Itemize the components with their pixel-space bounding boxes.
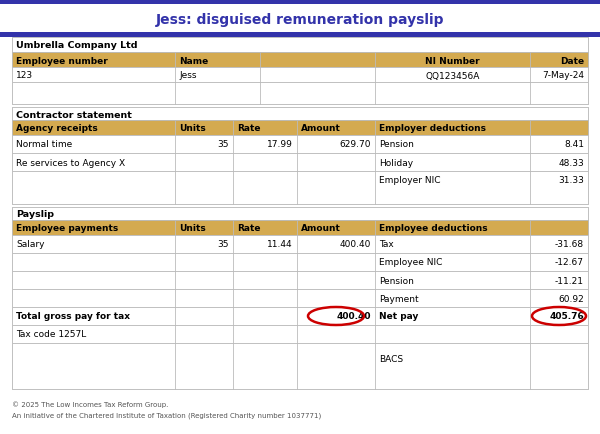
Text: Employer NIC: Employer NIC [379,176,440,185]
Bar [12,171,588,204]
Text: -31.68: -31.68 [555,240,584,249]
Bar [12,271,588,289]
Bar [12,289,588,307]
Text: Employee deductions: Employee deductions [379,224,488,233]
Text: 11.44: 11.44 [268,240,293,249]
Text: Holiday: Holiday [379,158,413,167]
Text: © 2025 The Low Incomes Tax Reform Group.: © 2025 The Low Incomes Tax Reform Group. [12,401,169,408]
Bar [12,220,588,236]
Bar [12,307,588,325]
Text: Agency receipts: Agency receipts [16,124,98,133]
Text: Pension: Pension [379,276,414,285]
Bar [12,83,588,105]
Text: Payslip: Payslip [16,210,54,219]
Bar [12,207,588,220]
Text: 35: 35 [218,140,229,149]
Text: Employee payments: Employee payments [16,224,118,233]
Text: 31.33: 31.33 [558,176,584,185]
Text: Total gross pay for tax: Total gross pay for tax [16,312,130,321]
Bar [12,68,588,83]
Text: Net pay: Net pay [379,312,418,321]
Text: Units: Units [179,124,206,133]
Text: 7-May-24: 7-May-24 [542,71,584,80]
Bar [12,253,588,271]
Text: 629.70: 629.70 [340,140,371,149]
Bar [12,136,588,154]
Text: Employee number: Employee number [16,56,108,66]
Text: 400.40: 400.40 [337,312,371,321]
Bar [12,108,588,121]
Text: Employer deductions: Employer deductions [379,124,486,133]
Text: Pension: Pension [379,140,414,149]
Text: An initiative of the Chartered Institute of Taxation (Registered Charity number : An initiative of the Chartered Institute… [12,412,321,418]
Text: Tax: Tax [379,240,394,249]
Bar [12,108,588,204]
Text: Re services to Agency X: Re services to Agency X [16,158,125,167]
Text: Tax code 1257L: Tax code 1257L [16,330,86,339]
Text: Payment: Payment [379,294,419,303]
Text: -11.21: -11.21 [555,276,584,285]
Bar [12,38,588,53]
Bar [0,33,600,38]
Text: Rate: Rate [237,124,260,133]
Text: -12.67: -12.67 [555,258,584,267]
Bar [12,325,588,343]
Bar [12,121,588,136]
Text: 123: 123 [16,71,33,80]
Text: Normal time: Normal time [16,140,72,149]
Text: 60.92: 60.92 [558,294,584,303]
Text: QQ123456A: QQ123456A [425,71,479,80]
Text: 48.33: 48.33 [558,158,584,167]
Bar [12,38,588,105]
Bar [12,236,588,253]
Bar [12,53,588,68]
Text: Amount: Amount [301,124,341,133]
Bar [0,0,600,5]
Text: 35: 35 [218,240,229,249]
Text: 8.41: 8.41 [564,140,584,149]
Text: BACS: BACS [379,355,403,364]
Bar [12,154,588,171]
Text: Name: Name [179,56,208,66]
Text: 17.99: 17.99 [267,140,293,149]
Text: Rate: Rate [237,224,260,233]
Text: NI Number: NI Number [425,56,480,66]
Text: 405.76: 405.76 [549,312,584,321]
Text: Jess: Jess [179,71,197,80]
Text: Umbrella Company Ltd: Umbrella Company Ltd [16,41,137,50]
Text: Units: Units [179,224,206,233]
Bar [12,343,588,389]
Text: 400.40: 400.40 [340,240,371,249]
Text: Contractor statement: Contractor statement [16,110,132,119]
Bar [12,207,588,389]
Text: Employee NIC: Employee NIC [379,258,442,267]
Text: Salary: Salary [16,240,44,249]
Text: Date: Date [560,56,584,66]
Text: Jess: disguised remuneration payslip: Jess: disguised remuneration payslip [156,13,444,27]
Text: Amount: Amount [301,224,341,233]
